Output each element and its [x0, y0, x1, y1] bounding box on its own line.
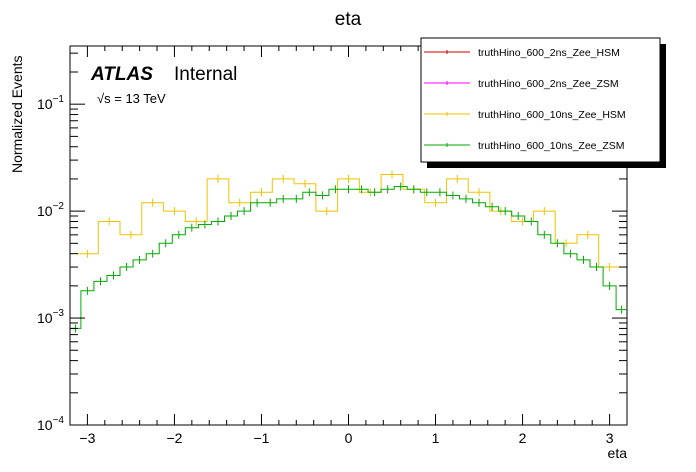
x-tick-label: 1: [432, 430, 440, 446]
y-axis-label: Normalized Events: [9, 56, 25, 174]
legend-shadow-right: [660, 44, 666, 168]
y-tick-labels: 10−410−310−210−1: [37, 94, 64, 433]
atlas-label: ATLAS Internal √s = 13 TeV: [90, 64, 237, 106]
y-tick-exponent: −4: [53, 415, 65, 426]
y-tick-base: 10: [37, 417, 53, 433]
x-tick-labels: −3 −2 −1 0 1 2 3: [79, 430, 613, 446]
energy-sqrt: √s: [97, 91, 111, 106]
legend-label: truthHino_600_10ns_Zee_ZSM: [478, 140, 625, 152]
x-tick-label: −2: [166, 430, 182, 446]
y-tick-label: 10−4: [37, 415, 64, 433]
y-tick-label: 10−2: [37, 201, 64, 219]
energy-label: √s = 13 TeV: [97, 91, 166, 106]
series-line: [70, 186, 627, 329]
energy-value: = 13 TeV: [111, 91, 166, 106]
x-tick-label: 0: [345, 430, 353, 446]
legend-shadow-bottom: [427, 162, 666, 168]
internal-text: Internal: [174, 64, 237, 85]
legend-label: truthHino_600_2ns_Zee_HSM: [478, 47, 620, 59]
y-tick-exponent: −2: [53, 201, 65, 212]
y-tick-exponent: −3: [53, 308, 65, 319]
chart-title: eta: [335, 9, 362, 30]
y-tick-label: 10−3: [37, 308, 64, 326]
y-tick-base: 10: [37, 203, 53, 219]
series-layer: [70, 170, 627, 333]
legend-box: [421, 38, 666, 168]
y-tick-exponent: −1: [53, 94, 65, 105]
legend: truthHino_600_2ns_Zee_HSM truthHino_600_2…: [420, 37, 666, 168]
y-tick-base: 10: [37, 96, 53, 112]
y-tick-base: 10: [37, 310, 53, 326]
legend-label: truthHino_600_2ns_Zee_ZSM: [478, 78, 619, 90]
series-4: [70, 182, 627, 333]
y-tick-label: 10−1: [37, 94, 64, 112]
x-axis-label: eta: [608, 445, 628, 461]
x-tick-label: 3: [606, 430, 614, 446]
legend-entries: truthHino_600_2ns_Zee_HSM truthHino_600_2…: [424, 47, 626, 152]
atlas-text: ATLAS: [90, 64, 153, 85]
legend-label: truthHino_600_10ns_Zee_HSM: [478, 109, 626, 121]
x-tick-label: −3: [79, 430, 95, 446]
x-tick-label: 2: [519, 430, 527, 446]
x-tick-label: −1: [253, 430, 269, 446]
